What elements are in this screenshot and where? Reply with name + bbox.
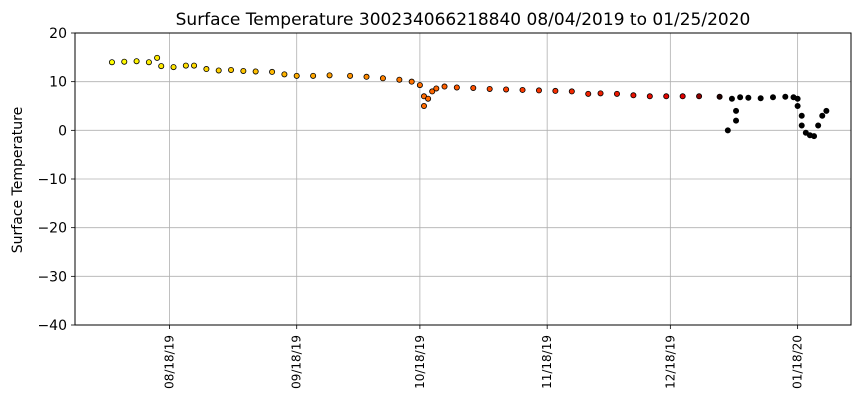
x-tick-label: 12/18/19 bbox=[663, 335, 677, 389]
data-point bbox=[716, 93, 723, 100]
y-tick-label: 20 bbox=[49, 26, 67, 42]
data-point bbox=[429, 88, 436, 95]
data-point bbox=[823, 107, 830, 114]
data-point bbox=[613, 90, 620, 97]
data-point bbox=[798, 112, 805, 119]
y-tick-label: −10 bbox=[37, 172, 67, 188]
data-point bbox=[240, 67, 247, 74]
data-point bbox=[597, 90, 604, 97]
y-tick-label: 0 bbox=[58, 123, 67, 139]
x-tick-label: 11/18/19 bbox=[540, 335, 554, 389]
data-point bbox=[396, 76, 403, 83]
data-point bbox=[269, 68, 276, 75]
y-tick-label: −30 bbox=[37, 269, 67, 285]
data-point bbox=[145, 59, 152, 66]
data-point bbox=[663, 93, 670, 100]
data-point bbox=[108, 59, 115, 66]
data-point bbox=[433, 85, 440, 92]
x-tick-label: 10/18/19 bbox=[413, 335, 427, 389]
data-point bbox=[425, 95, 432, 102]
data-point bbox=[819, 112, 826, 119]
data-point bbox=[519, 86, 526, 93]
data-point bbox=[696, 93, 703, 100]
data-point bbox=[646, 93, 653, 100]
data-point bbox=[203, 66, 210, 73]
data-point bbox=[782, 93, 789, 100]
data-point bbox=[347, 72, 354, 79]
data-point bbox=[728, 95, 735, 102]
data-point bbox=[326, 72, 333, 79]
data-point bbox=[170, 64, 177, 71]
y-tick-label: −40 bbox=[37, 318, 67, 334]
data-points bbox=[108, 54, 830, 140]
y-axis-label: Surface Temperature bbox=[10, 107, 26, 253]
data-point bbox=[679, 93, 686, 100]
data-point bbox=[486, 85, 493, 92]
x-axis-ticks: 08/18/19 09/18/19 10/18/19 11/18/19 12/18/19… bbox=[162, 325, 805, 389]
x-tick-label: 09/18/19 bbox=[290, 335, 304, 389]
data-point bbox=[281, 71, 288, 78]
data-point bbox=[535, 87, 542, 94]
data-point bbox=[757, 95, 764, 102]
y-tick-label: −20 bbox=[37, 221, 67, 237]
data-point bbox=[228, 66, 235, 73]
data-point bbox=[252, 68, 259, 75]
data-point bbox=[811, 133, 818, 140]
data-point bbox=[293, 72, 300, 79]
data-point bbox=[552, 87, 559, 94]
data-point bbox=[794, 103, 801, 110]
y-tick-label: 10 bbox=[49, 75, 67, 91]
data-point bbox=[133, 58, 140, 65]
data-point bbox=[733, 117, 740, 124]
data-point bbox=[724, 127, 731, 134]
data-point bbox=[745, 94, 752, 101]
grid-lines bbox=[75, 32, 851, 326]
data-point bbox=[310, 72, 317, 79]
data-point bbox=[363, 73, 370, 80]
data-point bbox=[408, 78, 415, 85]
data-point bbox=[420, 103, 427, 110]
data-point bbox=[470, 84, 477, 91]
data-point bbox=[158, 63, 165, 70]
data-point bbox=[503, 86, 510, 93]
data-point bbox=[182, 62, 189, 69]
data-point bbox=[815, 122, 822, 129]
data-point bbox=[441, 83, 448, 90]
data-point bbox=[630, 92, 637, 99]
data-point bbox=[585, 90, 592, 97]
data-point bbox=[453, 84, 460, 91]
plot-frame bbox=[74, 32, 852, 326]
data-point bbox=[568, 88, 575, 95]
data-point bbox=[769, 94, 776, 101]
data-point bbox=[121, 58, 128, 65]
data-point bbox=[154, 54, 161, 61]
data-point bbox=[191, 62, 198, 69]
chart-title: Surface Temperature 300234066218840 08/0… bbox=[176, 10, 751, 30]
data-point bbox=[416, 82, 423, 89]
x-tick-label: 01/18/20 bbox=[791, 335, 805, 389]
data-point bbox=[733, 107, 740, 114]
data-point bbox=[794, 95, 801, 102]
data-point bbox=[798, 122, 805, 129]
data-point bbox=[379, 75, 386, 82]
data-point bbox=[215, 67, 222, 74]
data-point bbox=[737, 94, 744, 101]
x-tick-label: 08/18/19 bbox=[162, 335, 176, 389]
y-axis-ticks: 20 10 0 −10 −20 −30 −40 bbox=[37, 26, 75, 334]
